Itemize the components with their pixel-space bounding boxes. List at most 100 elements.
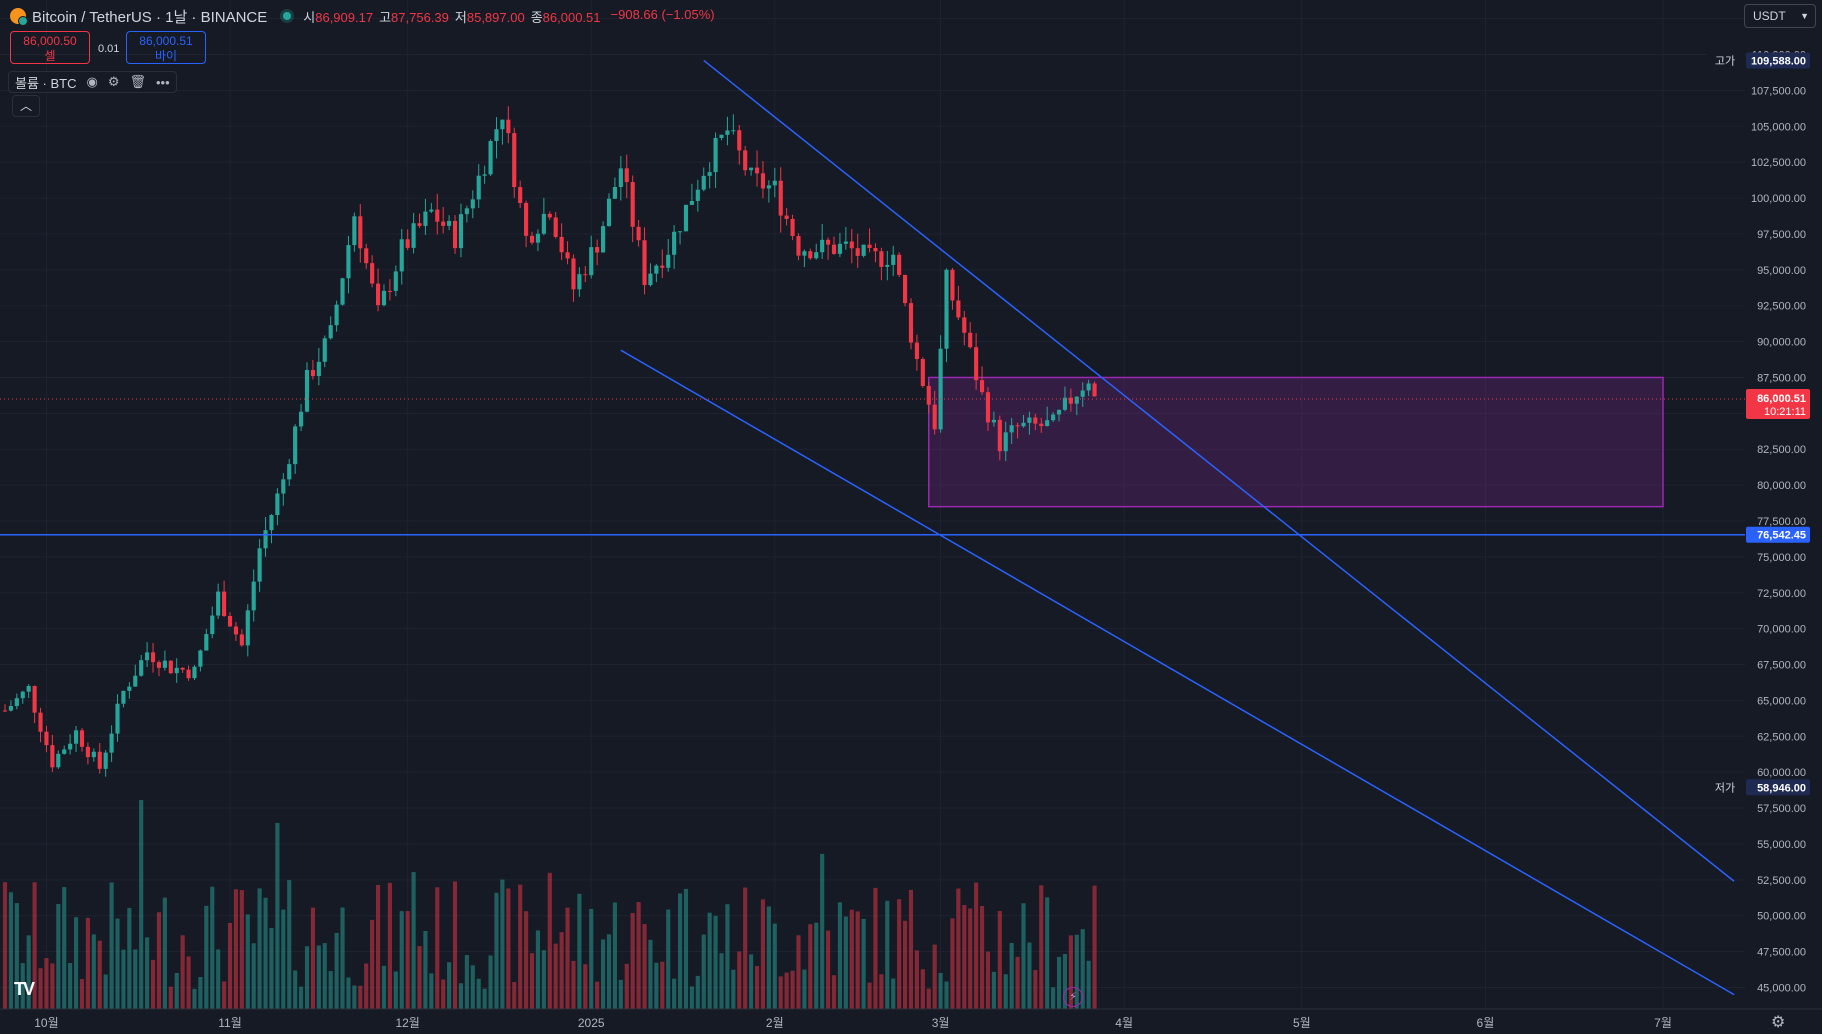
chevron-up-icon[interactable]: ︿ bbox=[12, 95, 40, 117]
candle-body bbox=[932, 404, 937, 430]
volume-bar bbox=[547, 872, 552, 1009]
volume-bar bbox=[1092, 885, 1097, 1009]
volume-bar bbox=[85, 917, 90, 1009]
volume-bar bbox=[370, 919, 375, 1009]
candle bbox=[429, 203, 434, 214]
candle bbox=[529, 231, 535, 245]
candle-body bbox=[861, 244, 866, 256]
volume-bar bbox=[944, 981, 949, 1009]
candle-body bbox=[683, 204, 689, 232]
high-value: 87,756.39 bbox=[391, 9, 449, 25]
candle bbox=[618, 156, 623, 201]
candle bbox=[121, 690, 126, 708]
tradingview-logo-icon[interactable]: TV bbox=[14, 979, 35, 999]
candle bbox=[944, 268, 949, 363]
volume-bar bbox=[44, 958, 49, 1009]
currency-select[interactable]: USDT ▼ bbox=[1744, 4, 1816, 28]
candle-body bbox=[441, 221, 446, 226]
candle-body bbox=[991, 419, 996, 423]
candle-body bbox=[121, 690, 126, 704]
candle-body bbox=[926, 385, 931, 405]
price-tick-label: 62,500.00 bbox=[1757, 731, 1806, 743]
candle-body bbox=[820, 239, 825, 253]
trash-icon[interactable]: 🗑 bbox=[129, 74, 146, 89]
candle bbox=[156, 660, 162, 677]
candle bbox=[1056, 409, 1062, 422]
candle bbox=[914, 334, 919, 371]
volume-bar bbox=[1009, 942, 1014, 1009]
candle-body bbox=[701, 175, 706, 190]
volume-bar bbox=[340, 907, 345, 1009]
candle bbox=[725, 116, 730, 146]
volume-bar bbox=[316, 945, 321, 1009]
candle bbox=[1021, 415, 1026, 428]
candle bbox=[299, 403, 304, 432]
volume-bar bbox=[500, 879, 505, 1009]
volume-bar bbox=[648, 939, 653, 1009]
candle-body bbox=[44, 731, 49, 746]
candle bbox=[648, 263, 653, 287]
candle-body bbox=[299, 411, 304, 427]
candle-body bbox=[38, 712, 43, 732]
volume-legend[interactable]: 볼륨 · BTC ◉ ⚙ 🗑 ••• bbox=[8, 71, 177, 93]
candle bbox=[464, 205, 469, 223]
candle bbox=[470, 190, 475, 219]
volume-bar bbox=[902, 920, 908, 1009]
candle bbox=[441, 207, 446, 234]
candle-body bbox=[1021, 422, 1026, 427]
candle bbox=[204, 629, 209, 651]
volume-bar bbox=[914, 950, 919, 1009]
buy-button[interactable]: 86,000.51 바이 bbox=[126, 31, 206, 64]
volume-bar bbox=[310, 907, 315, 1009]
candle bbox=[115, 694, 120, 742]
currency-label: USDT bbox=[1753, 9, 1786, 23]
volume-bar bbox=[127, 907, 132, 1009]
volume-bar bbox=[133, 949, 138, 1009]
symbol-title[interactable]: Bitcoin / TetherUS · 1날 · BINANCE bbox=[32, 8, 268, 26]
candle-body bbox=[766, 185, 771, 189]
candle-body bbox=[263, 530, 268, 549]
candle bbox=[843, 227, 848, 250]
volume-bar bbox=[979, 906, 985, 1009]
candle-body bbox=[743, 150, 748, 171]
candle bbox=[68, 734, 73, 755]
candle bbox=[885, 250, 890, 281]
candle-body bbox=[8, 706, 13, 711]
candle-body bbox=[1062, 397, 1068, 410]
volume-bar bbox=[381, 965, 387, 1009]
volume-bar bbox=[79, 979, 85, 1009]
volume-bar bbox=[1033, 970, 1038, 1009]
settings-icon[interactable]: ⚙ bbox=[107, 74, 120, 89]
candle bbox=[435, 193, 440, 235]
candle bbox=[660, 249, 665, 279]
candle-body bbox=[488, 141, 493, 175]
candle bbox=[642, 227, 647, 295]
eye-icon[interactable]: ◉ bbox=[86, 74, 98, 89]
volume-bar bbox=[287, 880, 292, 1009]
volume-bar bbox=[375, 884, 381, 1009]
countdown-text: 10:21:11 bbox=[1764, 406, 1806, 418]
volume-bar bbox=[518, 884, 523, 1009]
candle-body bbox=[2, 710, 8, 712]
lightning-icon[interactable]: ⚡ bbox=[1063, 987, 1083, 1007]
volume-bar bbox=[968, 908, 973, 1009]
volume-bar bbox=[50, 963, 55, 1009]
volume-bar bbox=[14, 903, 19, 1009]
volume-bar bbox=[749, 954, 754, 1009]
candle-body bbox=[1045, 420, 1050, 427]
volume-bar bbox=[103, 974, 108, 1009]
sell-button[interactable]: 86,000.50 셀 bbox=[10, 31, 90, 64]
price-tick-label: 45,000.00 bbox=[1757, 982, 1806, 994]
gear-icon[interactable]: ⚙ bbox=[1771, 1014, 1786, 1031]
candle bbox=[269, 514, 274, 544]
candle bbox=[778, 167, 783, 233]
volume-bar bbox=[506, 888, 511, 1009]
sell-price: 86,000.50 bbox=[23, 34, 77, 48]
candle bbox=[399, 228, 404, 285]
candle-body bbox=[494, 129, 499, 142]
more-icon[interactable]: ••• bbox=[156, 74, 170, 90]
bitcoin-icon bbox=[10, 8, 28, 26]
candle bbox=[79, 727, 85, 752]
candle-body bbox=[749, 167, 754, 171]
